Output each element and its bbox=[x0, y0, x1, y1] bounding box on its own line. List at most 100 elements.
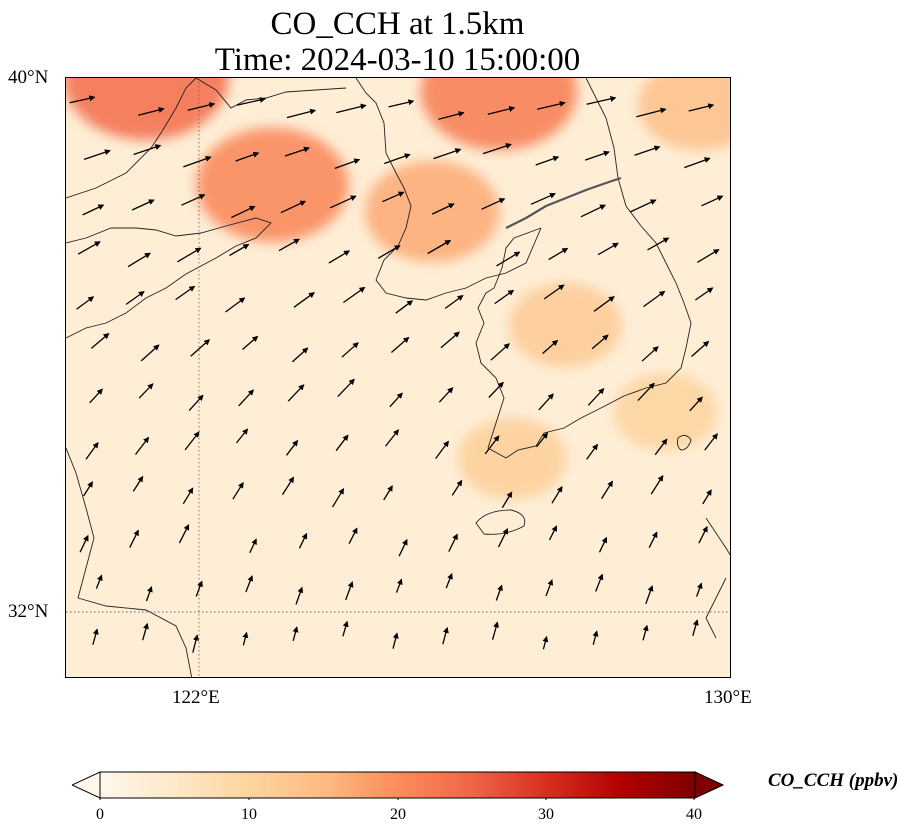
coastline-korea-east bbox=[585, 78, 692, 397]
wind-arrow-73 bbox=[490, 343, 510, 361]
wind-arrow-86 bbox=[488, 381, 504, 398]
coastline-shandong bbox=[66, 217, 272, 339]
wind-arrow-17 bbox=[284, 146, 310, 157]
wind-arrow-145 bbox=[192, 634, 199, 653]
field-hotspot-4 bbox=[637, 78, 730, 151]
wind-arrow-50 bbox=[647, 237, 670, 251]
wind-arrow-51 bbox=[696, 249, 720, 263]
wind-arrow-41 bbox=[177, 247, 202, 263]
wind-arrow-36 bbox=[580, 204, 607, 218]
wind-arrow-69 bbox=[291, 347, 309, 363]
colorbar-tick-30: 30 bbox=[538, 806, 554, 823]
wind-arrow-66 bbox=[140, 344, 160, 362]
colorbar-svg bbox=[70, 771, 725, 802]
wind-arrow-120 bbox=[249, 538, 257, 554]
wind-arrow-87 bbox=[538, 393, 554, 411]
wind-arrow-39 bbox=[77, 241, 101, 255]
wind-arrow-29 bbox=[231, 205, 256, 219]
wind-arrow-85 bbox=[438, 387, 454, 403]
wind-arrow-31 bbox=[329, 195, 357, 209]
wind-arrow-18 bbox=[334, 158, 361, 170]
wind-arrow-70 bbox=[341, 342, 359, 358]
wind-arrow-3 bbox=[236, 97, 266, 106]
colorbar-tick-20: 20 bbox=[390, 806, 406, 823]
wind-arrow-121 bbox=[298, 532, 308, 549]
wind-arrow-109 bbox=[331, 488, 345, 508]
wind-arrow-113 bbox=[551, 485, 563, 504]
y-tick-label-32n: 32°N bbox=[8, 601, 49, 622]
wind-arrow-44 bbox=[328, 250, 351, 264]
wind-arrow-125 bbox=[497, 528, 509, 548]
wind-arrow-154 bbox=[642, 624, 649, 641]
wind-arrow-11 bbox=[636, 107, 667, 118]
wind-arrow-127 bbox=[598, 536, 608, 553]
wind-arrow-155 bbox=[692, 619, 699, 636]
wind-arrow-37 bbox=[630, 199, 657, 213]
wind-arrow-81 bbox=[238, 389, 254, 407]
wind-arrow-89 bbox=[637, 382, 655, 402]
wind-arrow-115 bbox=[650, 475, 664, 495]
wind-arrow-133 bbox=[245, 575, 254, 593]
wind-arrow-93 bbox=[184, 431, 200, 451]
wind-arrow-91 bbox=[85, 441, 99, 460]
wind-arrow-28 bbox=[181, 194, 206, 206]
wind-arrow-30 bbox=[280, 200, 307, 214]
wind-arrow-140 bbox=[595, 573, 604, 592]
wind-arrow-35 bbox=[530, 192, 556, 205]
wind-arrow-74 bbox=[542, 339, 559, 354]
wind-arrow-9 bbox=[537, 100, 566, 110]
wind-arrow-122 bbox=[348, 527, 358, 544]
wind-arrow-68 bbox=[242, 335, 259, 350]
wind-arrow-46 bbox=[427, 239, 452, 255]
wind-arrow-6 bbox=[388, 99, 415, 108]
wind-arrow-106 bbox=[182, 487, 194, 505]
wind-arrow-53 bbox=[125, 291, 145, 305]
wind-arrow-4 bbox=[286, 108, 317, 119]
wind-arrow-102 bbox=[654, 438, 668, 456]
wind-arrow-2 bbox=[187, 102, 216, 111]
wind-arrow-10 bbox=[586, 95, 617, 105]
wind-arrow-104 bbox=[83, 481, 93, 497]
wind-arrow-117 bbox=[79, 534, 89, 553]
wind-arrow-137 bbox=[445, 572, 453, 589]
wind-arrow-149 bbox=[392, 632, 399, 649]
wind-arrow-59 bbox=[444, 295, 464, 309]
field-hotspot-1 bbox=[196, 127, 349, 242]
wind-arrow-129 bbox=[698, 525, 708, 544]
wind-arrow-114 bbox=[601, 480, 613, 499]
wind-arrow-54 bbox=[175, 285, 196, 301]
map-title: CO_CCH at 1.5km bbox=[270, 6, 525, 42]
wind-arrow-101 bbox=[586, 443, 598, 460]
wind-arrow-97 bbox=[385, 429, 400, 447]
colorbar bbox=[70, 770, 725, 805]
wind-arrow-151 bbox=[491, 621, 499, 640]
wind-arrow-78 bbox=[89, 388, 103, 404]
colorbar-tick-10: 10 bbox=[241, 806, 257, 823]
wind-arrow-76 bbox=[641, 346, 659, 362]
gridlines bbox=[66, 78, 730, 677]
wind-arrow-142 bbox=[695, 582, 703, 597]
wind-arrow-95 bbox=[285, 439, 299, 456]
wind-arrow-103 bbox=[704, 433, 718, 451]
wind-arrow-22 bbox=[535, 155, 560, 166]
wind-arrow-32 bbox=[382, 191, 405, 203]
coastline-china-east bbox=[66, 447, 193, 677]
wind-arrow-94 bbox=[235, 428, 249, 444]
wind-arrow-88 bbox=[587, 387, 605, 406]
wind-arrow-48 bbox=[548, 247, 569, 261]
wind-arrow-153 bbox=[592, 630, 599, 645]
wind-arrow-23 bbox=[584, 150, 610, 161]
field-hotspot-2 bbox=[420, 78, 578, 151]
wind-arrow-99 bbox=[484, 435, 500, 455]
coastline-dprk-border bbox=[505, 176, 622, 229]
coastline-ulleung bbox=[676, 435, 692, 451]
wind-arrow-61 bbox=[543, 284, 565, 300]
wind-arrow-138 bbox=[495, 584, 503, 601]
colorbar-label: CO_CCH (ppbv) bbox=[768, 770, 899, 791]
wind-arrow-128 bbox=[648, 531, 658, 548]
wind-arrow-126 bbox=[548, 525, 558, 541]
colorbar-tick-0: 0 bbox=[96, 806, 104, 823]
wind-arrow-0 bbox=[69, 95, 96, 104]
coastline-bohai-north bbox=[195, 78, 347, 109]
colorbar-gradient bbox=[99, 771, 696, 799]
